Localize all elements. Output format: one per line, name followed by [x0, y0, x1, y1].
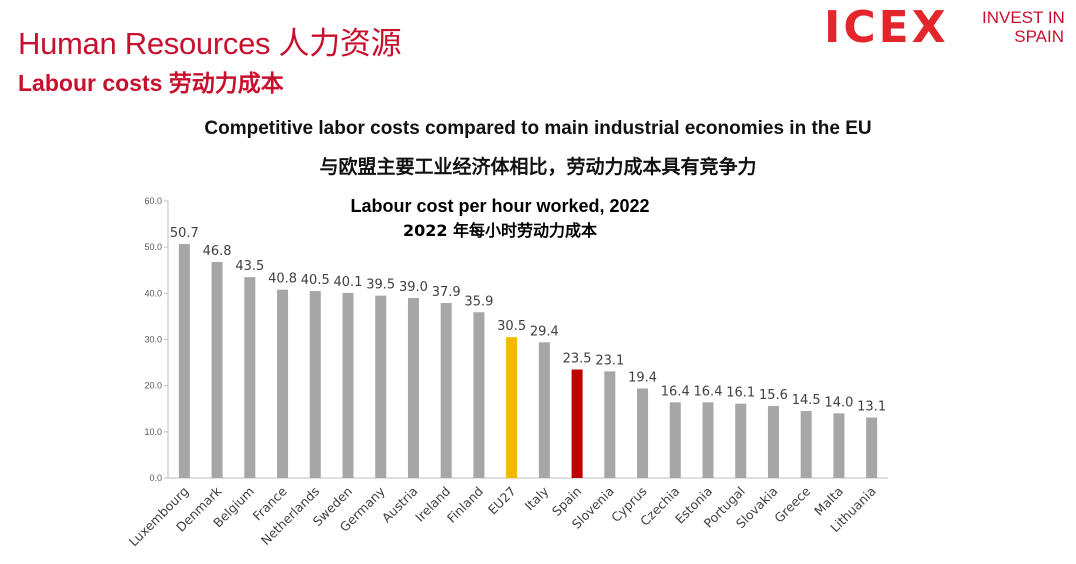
y-tick-label: 30.0 — [144, 335, 162, 345]
page-subtitle: Labour costs 劳动力成本 — [18, 70, 284, 96]
x-tick-label: Austria — [379, 484, 421, 526]
data-label: 14.5 — [792, 393, 821, 408]
data-label: 40.5 — [301, 273, 330, 288]
bar — [669, 402, 681, 478]
bar — [833, 413, 845, 478]
bar — [211, 261, 223, 478]
x-tick-label: Italy — [522, 483, 552, 513]
y-tick-label: 0.0 — [149, 473, 162, 483]
data-label: 23.5 — [563, 352, 592, 367]
value-labels-group: 50.7 46.843.5 40.8 40.5 40.1 39.5 39.0 37.935.9… — [170, 226, 886, 415]
data-label: 16.4 — [661, 384, 690, 399]
data-label: 40.8 — [268, 272, 297, 287]
data-label: 39.5 — [366, 278, 395, 293]
slide-subtitle-zh: 与欧盟主要工业经济体相比，劳动力成本具有竞争力 — [319, 157, 757, 178]
bar — [506, 337, 518, 478]
x-tick-label: Finland — [444, 484, 486, 526]
spain-text: SPAIN — [1014, 27, 1064, 46]
chart-title-zh: 2022 年每小时劳动力成本 — [403, 221, 597, 240]
data-label: 37.9 — [432, 285, 461, 300]
bar — [702, 402, 714, 478]
data-label: 16.4 — [694, 384, 723, 399]
data-label: 15.6 — [759, 388, 788, 403]
bar — [800, 411, 812, 478]
bar — [244, 277, 256, 478]
icex-logo: ICEX — [824, 2, 949, 53]
bar — [342, 292, 354, 478]
y-tick-label: 40.0 — [144, 288, 162, 298]
bar — [604, 371, 616, 478]
data-label: 13.1 — [857, 400, 886, 415]
bar — [866, 417, 878, 478]
bar — [571, 369, 583, 478]
x-tick-label: EU27 — [485, 484, 519, 518]
slide-subtitle-en: Competitive labor costs compared to main… — [204, 118, 872, 139]
data-label: 16.1 — [726, 386, 755, 401]
y-tick-label: 50.0 — [144, 242, 162, 252]
invest-in-text: INVEST IN — [982, 8, 1065, 27]
bar — [767, 405, 779, 478]
bar — [407, 297, 419, 478]
bar — [538, 342, 550, 478]
data-label: 35.9 — [464, 294, 493, 309]
data-label: 40.1 — [334, 275, 363, 290]
data-label: 43.5 — [235, 259, 264, 274]
page-title: Human Resources 人力资源 — [18, 26, 402, 61]
bar — [375, 295, 387, 478]
bar — [440, 303, 452, 478]
bars-group — [178, 243, 878, 478]
data-label: 19.4 — [628, 370, 657, 385]
y-tick-label: 60.0 — [144, 196, 162, 206]
data-label: 50.7 — [170, 226, 199, 241]
data-label: 46.8 — [203, 244, 232, 259]
y-tick-label: 20.0 — [144, 381, 162, 391]
data-label: 39.0 — [399, 280, 428, 295]
bar — [277, 289, 289, 478]
bar — [637, 388, 649, 478]
chart-title: Labour cost per hour worked, 2022 — [350, 196, 649, 216]
data-label: 30.5 — [497, 319, 526, 334]
bar — [473, 312, 485, 478]
y-tick-label: 10.0 — [144, 427, 162, 437]
bar — [178, 243, 190, 478]
bar — [735, 403, 747, 478]
x-labels-group: LuxembourgDenmarkBelgiumFranceNetherland… — [126, 483, 879, 549]
data-label: 23.1 — [595, 353, 624, 368]
data-label: 29.4 — [530, 324, 559, 339]
bar — [309, 291, 321, 478]
data-label: 14.0 — [824, 395, 853, 410]
x-tick-label: Greece — [771, 483, 813, 525]
invest-in-spain-logo: INVEST IN SPAIN — [982, 8, 1065, 46]
